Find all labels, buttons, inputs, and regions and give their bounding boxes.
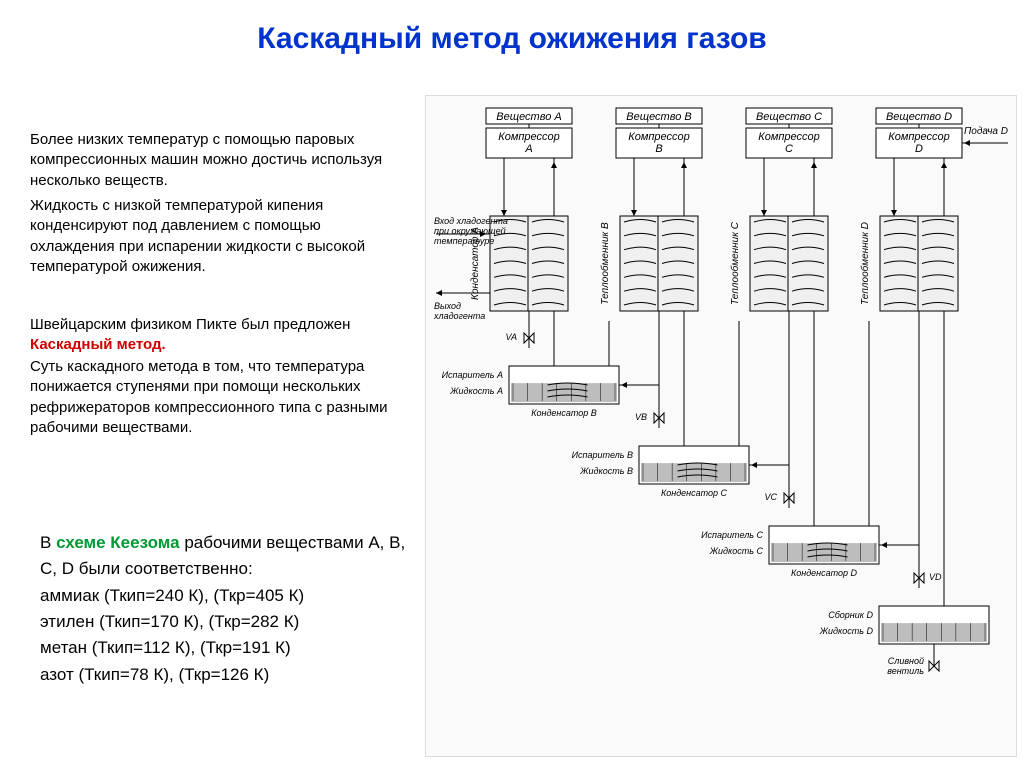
svg-text:вентиль: вентиль [887,666,924,676]
svg-text:Компрессор: Компрессор [758,131,820,143]
svg-text:B: B [655,143,662,155]
svg-text:при окружающей: при окружающей [434,226,506,236]
svg-text:хладогента: хладогента [433,311,485,321]
svg-text:Компрессор: Компрессор [888,131,950,143]
svg-text:Теплообменник C: Теплообменник C [729,221,741,305]
svg-text:Вещество D: Вещество D [886,111,952,123]
svg-text:Компрессор: Компрессор [498,131,560,143]
para-2: Жидкость с низкой температурой кипения к… [30,196,400,277]
svg-text:Вещество A: Вещество A [496,111,561,123]
svg-text:Жидкость D: Жидкость D [819,626,874,636]
svg-text:Теплообменник D: Теплообменник D [859,222,871,305]
svg-text:Сливной: Сливной [888,656,924,666]
para-3: Швейцарским физиком Пикте был предложен … [30,315,400,356]
svg-text:Жидкость C: Жидкость C [709,546,764,556]
svg-text:VB: VB [635,412,647,422]
svg-text:Жидкость A: Жидкость A [449,386,503,396]
svg-text:температуре: температуре [434,236,494,246]
svg-text:C: C [785,143,793,155]
svg-text:Испаритель B: Испаритель B [572,450,633,460]
svg-text:Подача D: Подача D [964,126,1008,137]
svg-text:Конденсатор D: Конденсатор D [791,568,858,578]
svg-text:Вход хладогента: Вход хладогента [434,216,508,226]
para-5: В схеме Кеезома рабочими веществами A, B… [40,530,425,688]
svg-text:Конденсатор B: Конденсатор B [531,408,597,418]
svg-text:Вещество B: Вещество B [626,111,691,123]
svg-text:Жидкость B: Жидкость B [579,466,633,476]
para-4: Суть каскадного метода в том, что темпер… [30,357,400,438]
svg-text:D: D [915,143,923,155]
svg-text:VC: VC [764,492,777,502]
para-1: Более низких температур с помощью паровы… [30,130,400,191]
svg-text:A: A [524,143,532,155]
page-title: Каскадный метод ожижения газов [0,22,1024,56]
svg-text:Испаритель C: Испаритель C [701,530,763,540]
svg-text:VA: VA [505,332,517,342]
svg-text:Вещество C: Вещество C [756,111,822,123]
svg-text:Конденсатор C: Конденсатор C [661,488,728,498]
svg-text:Сборник D: Сборник D [828,610,873,620]
svg-text:Теплообменник B: Теплообменник B [599,222,611,305]
term-keesom: схеме Кеезома [56,533,180,552]
svg-text:Выход: Выход [434,301,461,311]
term-cascade: Каскадный метод. [30,336,166,353]
svg-text:VD: VD [929,572,942,582]
cascade-diagram: Вещество AКомпрессорAКонденсатор АВещест… [425,95,1017,757]
svg-text:Испаритель A: Испаритель A [442,370,503,380]
svg-text:Компрессор: Компрессор [628,131,690,143]
